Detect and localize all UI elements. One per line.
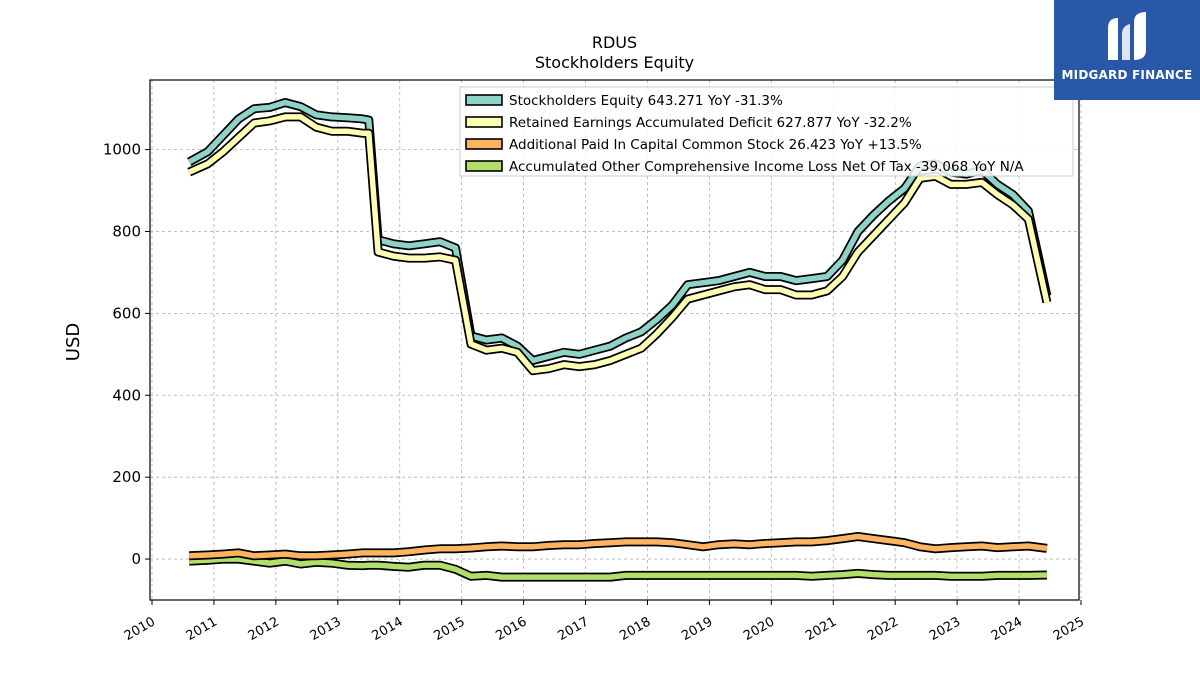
x-tick-label: 2013 <box>308 614 344 644</box>
y-tick-label: 400 <box>112 386 141 404</box>
y-tick-label: 0 <box>131 550 141 568</box>
logo-text: MIDGARD FINANCE <box>1061 68 1193 82</box>
y-tick-label: 600 <box>112 304 141 322</box>
legend-swatch <box>465 94 503 106</box>
series-line-3 <box>189 556 1047 580</box>
x-tick-label: 2023 <box>927 614 963 644</box>
y-axis: 0 200 400 600 800 1000 <box>103 141 150 568</box>
legend-label: Accumulated Other Comprehensive Income L… <box>509 159 1024 175</box>
chart-subtitle: Stockholders Equity <box>535 53 694 72</box>
chart-title: RDUS <box>592 33 637 52</box>
legend-swatch <box>465 160 503 172</box>
x-tick-label: 2012 <box>246 614 282 644</box>
x-tick-label: 2011 <box>184 614 220 644</box>
y-tick-label: 1000 <box>103 141 141 159</box>
legend-label: Additional Paid In Capital Common Stock … <box>509 137 922 153</box>
x-tick-label: 2010 <box>122 614 158 644</box>
x-tick-label: 2025 <box>1051 614 1087 644</box>
y-tick-label: 200 <box>112 468 141 486</box>
x-tick-label: 2019 <box>679 614 715 644</box>
logo-mark-icon <box>1108 12 1146 60</box>
y-axis-label: USD <box>63 323 84 361</box>
plot-frame <box>149 79 1080 601</box>
x-tick-label: 2015 <box>432 614 468 644</box>
x-axis: 2010 2011 2012 2013 2014 2015 2016 2017 2018 2019… <box>122 600 1087 644</box>
x-tick-label: 2020 <box>741 614 777 644</box>
series-line-0 <box>187 99 1050 364</box>
legend-label: Stockholders Equity 643.271 YoY -31.3% <box>509 93 783 109</box>
legend: Stockholders Equity 643.271 YoY -31.3% Re… <box>459 86 1074 177</box>
x-tick-label: 2016 <box>493 614 529 644</box>
legend-swatch <box>465 138 503 150</box>
x-tick-label: 2024 <box>989 614 1025 644</box>
x-tick-label: 2021 <box>803 614 839 644</box>
series-line-2 <box>189 533 1048 559</box>
x-tick-label: 2018 <box>617 614 653 644</box>
series-line-1 <box>188 114 1050 374</box>
series-group <box>187 98 1052 582</box>
y-tick-label: 800 <box>112 222 141 240</box>
x-tick-label: 2022 <box>865 614 901 644</box>
legend-swatch <box>465 116 503 128</box>
x-tick-label: 2017 <box>555 614 591 644</box>
legend-box <box>459 86 1074 177</box>
legend-label: Retained Earnings Accumulated Deficit 62… <box>509 115 912 131</box>
x-tick-label: 2014 <box>370 614 406 644</box>
brand-logo: MIDGARD FINANCE <box>1054 0 1200 100</box>
